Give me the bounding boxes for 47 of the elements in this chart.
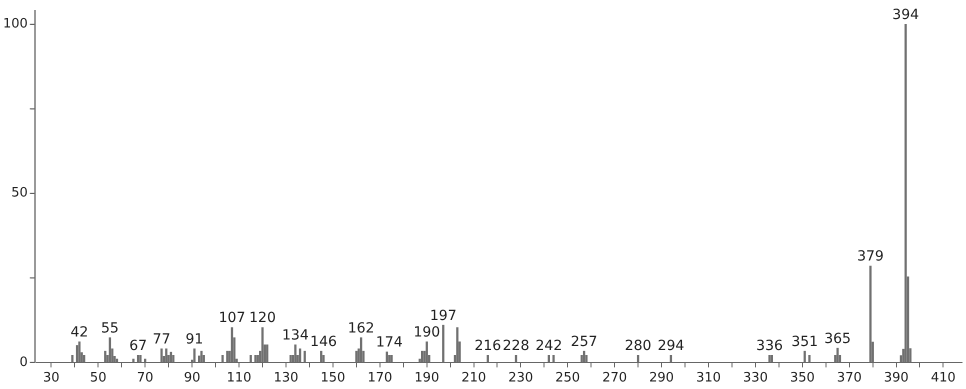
x-tick-label: 190: [414, 370, 440, 386]
annotation: 42: [70, 324, 88, 340]
annotation: 280: [624, 338, 652, 354]
x-tick-label: 290: [649, 370, 674, 386]
annotation: 67: [129, 338, 148, 354]
annotation: 336: [756, 338, 783, 354]
x-tick-label: 30: [42, 370, 60, 386]
annotation: 77: [152, 332, 170, 348]
x-tick-label: 310: [696, 370, 721, 386]
x-tick-label: 130: [274, 370, 298, 386]
x-tick-label: 350: [790, 370, 815, 386]
x-tick-label: 250: [555, 370, 580, 386]
x-tick-label: 370: [836, 370, 862, 386]
annotation: 197: [430, 308, 457, 324]
annotation: 190: [413, 324, 440, 340]
x-tick-label: 230: [508, 370, 534, 386]
annotation: 228: [502, 338, 530, 354]
x-tick-label: 170: [367, 370, 392, 386]
annotation: 379: [857, 248, 884, 265]
y-tick-label: 50: [11, 186, 28, 201]
y-tick-label: 0: [20, 354, 28, 370]
annotation: 146: [310, 334, 337, 350]
annotation: 216: [474, 338, 502, 354]
annotation: 257: [570, 334, 598, 350]
x-tick-label: 210: [461, 370, 486, 386]
annotation: 107: [218, 310, 246, 326]
annotation: 174: [376, 334, 403, 351]
x-tick-label: 410: [930, 370, 956, 386]
annotation: 91: [186, 332, 204, 348]
x-tick-label: 330: [743, 370, 768, 386]
y-tick-label: 100: [2, 16, 28, 32]
x-tick-label: 150: [320, 370, 346, 386]
x-tick-label: 90: [184, 370, 200, 386]
annotation: 242: [536, 338, 562, 354]
annotation: 294: [658, 338, 684, 354]
annotation: 351: [791, 334, 818, 350]
annotation: 55: [101, 320, 119, 336]
x-tick-label: 110: [226, 370, 252, 386]
x-tick-label: 390: [884, 370, 909, 386]
annotation: 120: [249, 310, 276, 326]
annotation: 134: [282, 327, 309, 344]
x-tick-label: 270: [602, 370, 628, 386]
annotation: 394: [892, 6, 920, 23]
x-tick-label: 70: [136, 370, 154, 386]
x-tick-label: 50: [90, 370, 106, 386]
annotation: 365: [824, 330, 851, 347]
annotation: 162: [348, 320, 374, 336]
